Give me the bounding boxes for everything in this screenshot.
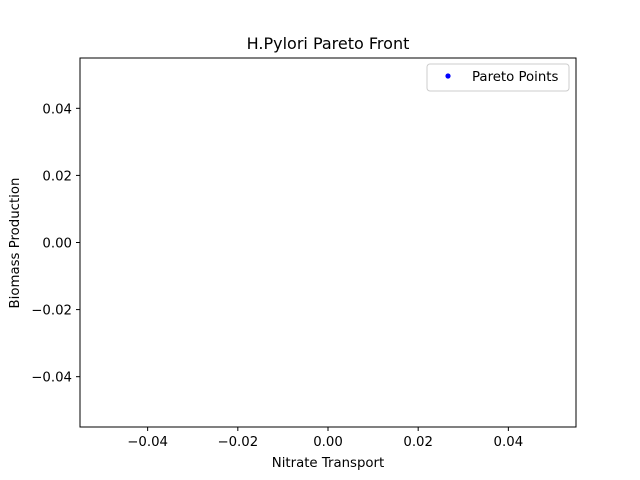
chart-title: H.Pylori Pareto Front: [247, 34, 410, 53]
y-axis-label: Biomass Production: [8, 178, 23, 309]
legend-label-pareto-points: Pareto Points: [472, 70, 559, 85]
y-tick-label: 0.02: [42, 169, 72, 184]
x-tick-label: 0.02: [403, 435, 433, 450]
y-tick-label: 0.04: [42, 102, 72, 117]
x-axis-ticks: −0.04 −0.02 0.00 0.02 0.04: [127, 427, 523, 450]
x-tick-label: 0.00: [313, 435, 343, 450]
legend: Pareto Points: [426, 63, 570, 92]
x-axis-label: Nitrate Transport: [272, 456, 384, 471]
plot-area: [79, 57, 577, 428]
y-tick-label: −0.04: [31, 371, 72, 386]
y-tick-label: −0.02: [31, 304, 72, 319]
y-tick-label: 0.00: [42, 237, 72, 252]
x-tick-label: 0.04: [494, 435, 524, 450]
x-tick-label: −0.02: [217, 435, 258, 450]
legend-marker-pareto-points: [445, 73, 451, 79]
y-axis-ticks: −0.04 −0.02 0.00 0.02 0.04: [31, 102, 80, 386]
legend-frame: [426, 63, 570, 92]
x-tick-label: −0.04: [127, 435, 168, 450]
